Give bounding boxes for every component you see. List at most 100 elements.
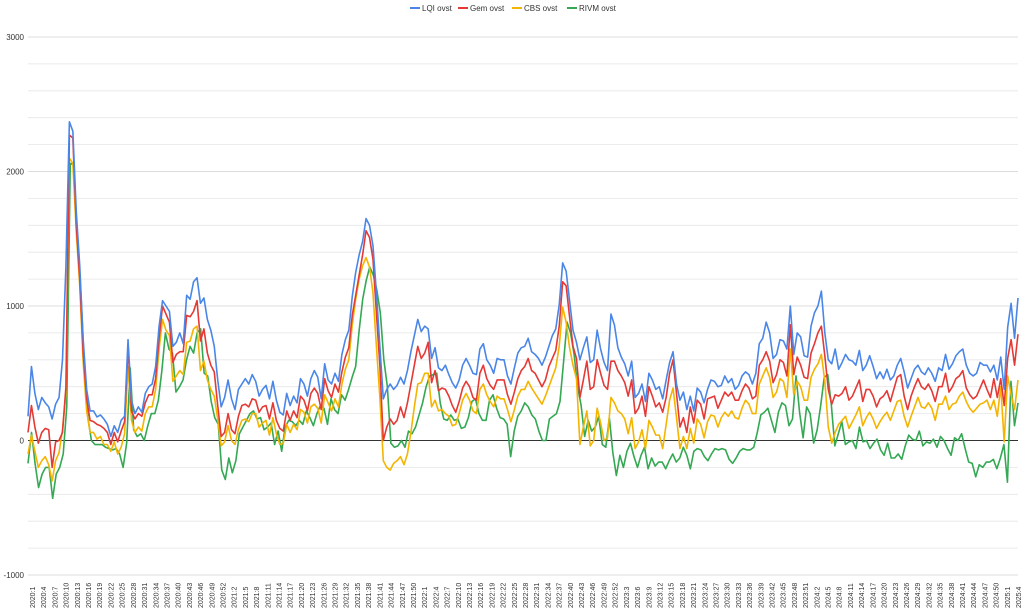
x-tick-label: 2021:32 (344, 583, 351, 608)
y-tick-label: 1000 (6, 302, 24, 311)
x-tick-label: 2024:38 (949, 583, 956, 608)
x-tick-label: 2020:1 (30, 586, 37, 608)
x-axis-tick-labels: 2020:1 2020:4 2020:7 2020:10 2020:13 2020:16 2… (30, 583, 1023, 608)
legend-label-gem-ovst: Gem ovst (470, 4, 505, 13)
x-tick-label: 2020:16 (86, 583, 93, 608)
x-tick-label: 2023:36 (747, 583, 754, 608)
x-tick-label: 2022:16 (478, 583, 485, 608)
x-tick-label: 2022:25 (512, 583, 519, 608)
x-tick-label: 2021:44 (389, 583, 396, 608)
legend-label-rivm-ovst: RIVM ovst (579, 4, 617, 13)
x-tick-label: 2020:4 (41, 586, 48, 608)
x-tick-label: 2022:19 (489, 583, 496, 608)
gridlines (28, 36, 1018, 576)
x-tick-label: 2021:17 (288, 583, 295, 608)
x-tick-label: 2020:46 (198, 583, 205, 608)
x-tick-label: 2024:41 (960, 583, 967, 608)
x-tick-label: 2022:46 (590, 583, 597, 608)
x-tick-label: 2022:13 (467, 583, 474, 608)
x-tick-label: 2020:40 (176, 583, 183, 608)
x-tick-label: 2025:1 (1005, 586, 1012, 608)
x-tick-label: 2022:34 (545, 583, 552, 608)
x-tick-label: 2023:30 (725, 583, 732, 608)
legend-label-cbs-ovst: CBS ovst (524, 4, 558, 13)
x-tick-label: 2022:7 (445, 586, 452, 608)
x-tick-label: 2020:19 (97, 583, 104, 608)
x-tick-label: 2024:2 (814, 586, 821, 608)
x-tick-label: 2020:13 (75, 583, 82, 608)
x-tick-label: 2023:3 (624, 586, 631, 608)
x-tick-label: 2023:48 (792, 583, 799, 608)
x-tick-label: 2025:4 (1016, 586, 1023, 608)
x-tick-label: 2020:52 (220, 583, 227, 608)
x-tick-label: 2020:22 (108, 583, 115, 608)
x-tick-label: 2022:49 (601, 583, 608, 608)
x-tick-label: 2020:28 (131, 583, 138, 608)
x-tick-label: 2020:25 (120, 583, 127, 608)
x-tick-label: 2022:4 (433, 586, 440, 608)
x-tick-label: 2023:9 (646, 586, 653, 608)
y-tick-label: 3000 (6, 33, 24, 42)
x-tick-label: 2024:44 (971, 583, 978, 608)
x-tick-label: 2021:38 (366, 583, 373, 608)
x-tick-label: 2021:11 (265, 583, 272, 608)
x-tick-label: 2024:32 (926, 583, 933, 608)
x-tick-label: 2021:14 (277, 583, 284, 608)
x-tick-label: 2024:8 (837, 586, 844, 608)
series-line-rivm-ovst (27, 162, 1019, 500)
x-tick-label: 2022:1 (422, 586, 429, 608)
series-lines (27, 120, 1019, 500)
x-tick-label: 2021:29 (333, 583, 340, 608)
x-tick-label: 2021:26 (321, 583, 328, 608)
x-tick-label: 2021:20 (299, 583, 306, 608)
series-line-gem-ovst (27, 134, 1019, 469)
x-tick-label: 2024:35 (938, 583, 945, 608)
x-tick-label: 2023:33 (736, 583, 743, 608)
x-tick-label: 2022:28 (523, 583, 530, 608)
legend-label-lqi-ovst: LQI ovst (422, 4, 453, 13)
x-tick-label: 2024:29 (915, 583, 922, 608)
x-tick-label: 2024:5 (826, 586, 833, 608)
x-tick-label: 2021:8 (254, 586, 261, 608)
x-tick-label: 2024:23 (893, 583, 900, 608)
x-tick-label: 2020:34 (153, 583, 160, 608)
x-tick-label: 2022:22 (501, 583, 508, 608)
x-tick-label: 2021:5 (243, 586, 250, 608)
x-tick-label: 2022:43 (579, 583, 586, 608)
x-tick-label: 2023:39 (758, 583, 765, 608)
series-line-lqi-ovst (27, 120, 1019, 438)
x-tick-label: 2023:51 (803, 583, 810, 608)
series-line-cbs-ovst (27, 157, 1019, 482)
x-tick-label: 2024:50 (994, 583, 1001, 608)
x-tick-label: 2023:18 (680, 583, 687, 608)
x-tick-label: 2020:7 (52, 586, 59, 608)
x-tick-label: 2024:20 (882, 583, 889, 608)
x-tick-label: 2024:14 (859, 583, 866, 608)
x-tick-label: 2023:45 (781, 583, 788, 608)
x-tick-label: 2020:49 (209, 583, 216, 608)
x-tick-label: 2020:31 (142, 583, 149, 608)
x-tick-label: 2022:52 (613, 583, 620, 608)
y-tick-label: 2000 (6, 168, 24, 177)
x-tick-label: 2024:26 (904, 583, 911, 608)
x-tick-label: 2024:47 (982, 583, 989, 608)
y-tick-label: -1000 (4, 571, 25, 580)
x-tick-label: 2022:31 (534, 583, 541, 608)
x-tick-label: 2024:11 (848, 583, 855, 608)
x-tick-label: 2023:21 (691, 583, 698, 608)
x-tick-label: 2021:41 (377, 583, 384, 608)
x-tick-label: 2023:6 (635, 586, 642, 608)
x-tick-label: 2020:37 (164, 583, 171, 608)
y-tick-label: 0 (20, 437, 25, 446)
y-axis-tick-labels: -1000 0 1000 2000 3000 (4, 33, 25, 580)
x-tick-label: 2022:37 (557, 583, 564, 608)
x-tick-label: 2023:12 (657, 583, 664, 608)
x-tick-label: 2023:27 (713, 583, 720, 608)
x-tick-label: 2021:47 (400, 583, 407, 608)
x-tick-label: 2021:2 (232, 586, 239, 608)
x-tick-label: 2023:15 (669, 583, 676, 608)
x-tick-label: 2021:23 (310, 583, 317, 608)
legend: LQI ovst Gem ovst CBS ovst RIVM ovst (410, 4, 617, 13)
x-tick-label: 2020:43 (187, 583, 194, 608)
